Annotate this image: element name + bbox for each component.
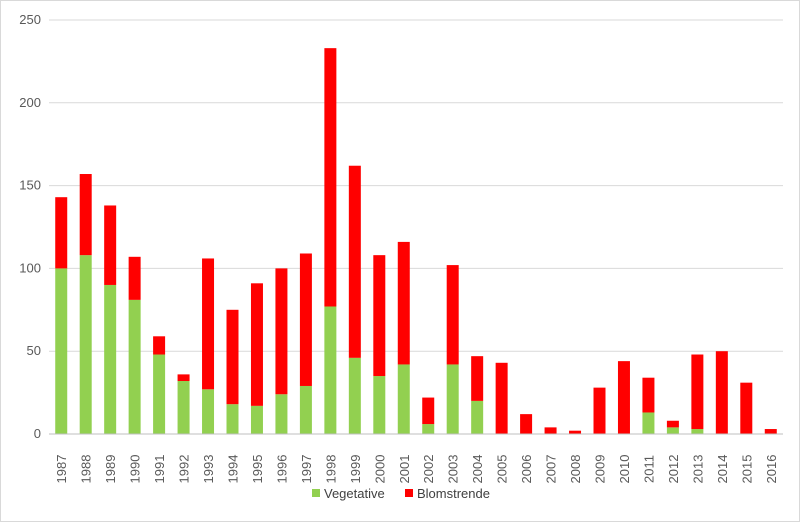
- bar-blomstrende-1987: [55, 197, 68, 269]
- bar-blomstrende-2000: [373, 255, 386, 377]
- bar-blomstrende-1988: [79, 174, 92, 256]
- x-tick-label: 1992: [177, 455, 192, 484]
- bar-blomstrende-1994: [226, 309, 239, 405]
- x-tick-label: 1989: [103, 455, 118, 484]
- x-tick-label: 1995: [250, 455, 265, 484]
- x-tick-label: 1994: [226, 455, 241, 484]
- x-tick-label: 2015: [739, 455, 754, 484]
- x-tick-label: 2009: [593, 455, 608, 484]
- bar-blomstrende-1990: [128, 256, 141, 300]
- bar-blomstrende-2015: [740, 382, 753, 434]
- x-tick-label: 2003: [446, 455, 461, 484]
- bar-vegetative-2012: [666, 427, 679, 434]
- bar-vegetative-1991: [153, 354, 166, 434]
- x-tick-label: 2013: [690, 455, 705, 484]
- x-tick-label: 1990: [128, 455, 143, 484]
- gridlines: [49, 19, 783, 352]
- bar-vegetative-1989: [104, 284, 117, 434]
- x-tick-label: 2010: [617, 455, 632, 484]
- bar-blomstrende-1991: [153, 336, 166, 355]
- bar-blomstrende-2011: [642, 377, 655, 413]
- bar-blomstrende-2013: [691, 354, 704, 430]
- bar-vegetative-1988: [79, 255, 92, 434]
- x-tick-label: 1988: [79, 455, 94, 484]
- x-tick-label: 2005: [495, 455, 510, 484]
- bar-blomstrende-2012: [666, 420, 679, 428]
- x-tick-label: 2008: [568, 455, 583, 484]
- bar-blomstrende-2009: [593, 387, 606, 434]
- bar-blomstrende-2008: [569, 430, 582, 434]
- legend-item: Blomstrende: [405, 486, 490, 501]
- x-tick-label: 1987: [54, 455, 69, 484]
- bar-vegetative-1987: [55, 268, 68, 434]
- bar-vegetative-2011: [642, 412, 655, 434]
- bar-vegetative-2002: [422, 424, 435, 434]
- bar-blomstrende-2006: [520, 414, 533, 434]
- x-tick-label: 2007: [544, 455, 559, 484]
- legend-label: Vegetative: [324, 486, 385, 501]
- x-tick-label: 2011: [641, 455, 656, 483]
- bars: [55, 48, 777, 434]
- x-tick-label: 1996: [274, 455, 289, 484]
- x-tick-label: 2004: [470, 455, 485, 484]
- x-tick-label: 2006: [519, 455, 534, 484]
- bar-blomstrende-1997: [299, 253, 312, 386]
- bar-vegetative-1995: [250, 405, 263, 434]
- bar-blomstrende-2003: [446, 265, 459, 365]
- bar-blomstrende-1995: [250, 283, 263, 406]
- bar-vegetative-1993: [202, 389, 215, 434]
- bar-vegetative-1992: [177, 381, 190, 434]
- tick-labels: 0 50 100 150 200 250 1987 1988 1989 1990 1991 1992 1…: [19, 12, 778, 483]
- bar-blomstrende-2010: [617, 361, 630, 434]
- y-tick-label: 100: [19, 260, 41, 275]
- bar-vegetative-2013: [691, 429, 704, 434]
- x-tick-label: 2001: [397, 455, 412, 484]
- bar-blomstrende-1992: [177, 374, 190, 382]
- bar-vegetative-2001: [397, 364, 410, 434]
- y-tick-label: 50: [27, 343, 41, 358]
- bar-vegetative-1990: [128, 299, 141, 434]
- bar-vegetative-2000: [373, 376, 386, 434]
- y-tick-label: 150: [19, 178, 41, 193]
- x-tick-label: 2012: [666, 455, 681, 484]
- bar-blomstrende-1989: [104, 205, 117, 285]
- legend-label: Blomstrende: [417, 486, 490, 501]
- bar-blomstrende-2007: [544, 427, 557, 434]
- bar-blomstrende-1999: [348, 165, 361, 358]
- bar-blomstrende-2002: [422, 397, 435, 425]
- bar-vegetative-1994: [226, 404, 239, 434]
- x-tick-label: 2000: [372, 455, 387, 484]
- bar-vegetative-2003: [446, 364, 459, 434]
- x-tick-label: 1997: [299, 455, 314, 484]
- legend-item: Vegetative: [312, 486, 385, 501]
- bar-blomstrende-2005: [495, 362, 508, 434]
- x-tick-label: 1993: [201, 455, 216, 484]
- legend-swatch: [405, 489, 413, 497]
- bar-vegetative-1999: [348, 357, 361, 434]
- bar-blomstrende-2014: [715, 351, 728, 434]
- bar-blomstrende-1993: [202, 258, 215, 390]
- x-tick-label: 1999: [348, 455, 363, 484]
- y-tick-label: 250: [19, 12, 41, 27]
- x-tick-label: 2014: [715, 455, 730, 484]
- bar-vegetative-1997: [299, 385, 312, 434]
- bar-vegetative-1998: [324, 306, 337, 434]
- x-tick-label: 1998: [323, 455, 338, 484]
- bar-blomstrende-1996: [275, 268, 288, 395]
- legend: Vegetative Blomstrende: [312, 486, 490, 501]
- x-tick-label: 2016: [764, 455, 779, 484]
- bar-blomstrende-1998: [324, 48, 337, 307]
- x-tick-label: 1991: [152, 455, 167, 484]
- bar-vegetative-1996: [275, 394, 288, 434]
- bar-blomstrende-2016: [764, 429, 777, 434]
- y-tick-label: 0: [34, 426, 41, 441]
- legend-swatch: [312, 489, 320, 497]
- bar-blomstrende-2004: [471, 356, 484, 401]
- bar-blomstrende-2001: [397, 241, 410, 365]
- y-tick-label: 200: [19, 95, 41, 110]
- x-tick-label: 2002: [421, 455, 436, 484]
- bar-vegetative-2004: [471, 400, 484, 434]
